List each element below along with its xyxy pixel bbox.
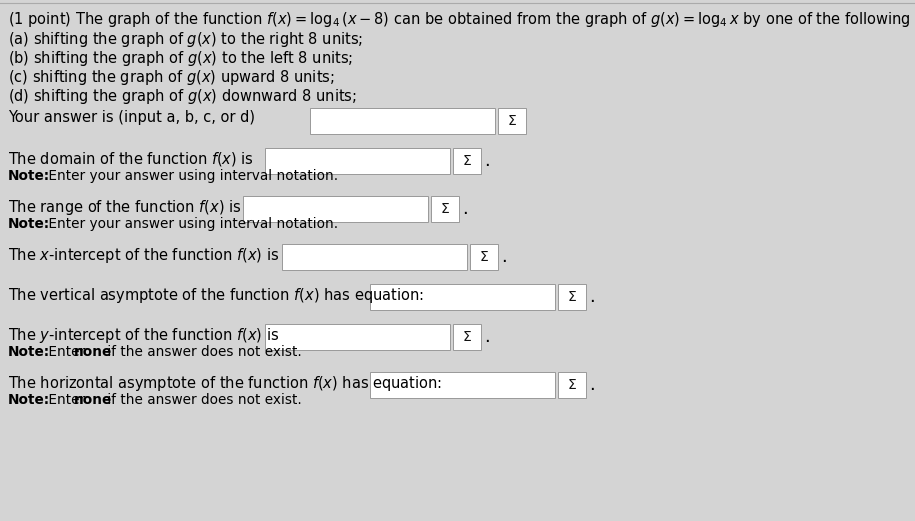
Text: if the answer does not exist.: if the answer does not exist.: [103, 393, 302, 407]
Text: $\Sigma$: $\Sigma$: [462, 330, 472, 344]
FancyBboxPatch shape: [558, 284, 586, 310]
Text: The $x$-intercept of the function $f(x)$ is: The $x$-intercept of the function $f(x)$…: [8, 246, 279, 265]
Text: $\Sigma$: $\Sigma$: [462, 154, 472, 168]
FancyBboxPatch shape: [453, 324, 481, 350]
Text: $\Sigma$: $\Sigma$: [440, 202, 450, 216]
Text: Enter your answer using interval notation.: Enter your answer using interval notatio…: [44, 217, 339, 231]
Text: Your answer is (input a, b, c, or d): Your answer is (input a, b, c, or d): [8, 110, 255, 125]
FancyBboxPatch shape: [453, 148, 481, 174]
Text: if the answer does not exist.: if the answer does not exist.: [103, 345, 302, 359]
FancyBboxPatch shape: [243, 196, 428, 222]
Text: Note:: Note:: [8, 345, 50, 359]
FancyBboxPatch shape: [265, 148, 450, 174]
Text: Enter: Enter: [44, 393, 90, 407]
FancyBboxPatch shape: [370, 372, 555, 398]
Text: none: none: [74, 345, 113, 359]
FancyBboxPatch shape: [310, 108, 495, 134]
Text: Enter: Enter: [44, 345, 90, 359]
Text: .: .: [462, 200, 468, 218]
FancyBboxPatch shape: [265, 324, 450, 350]
Text: (a) shifting the graph of $g(x)$ to the right 8 units;: (a) shifting the graph of $g(x)$ to the …: [8, 30, 363, 49]
Text: .: .: [484, 328, 490, 346]
FancyBboxPatch shape: [558, 372, 586, 398]
Text: Note:: Note:: [8, 217, 50, 231]
Text: (d) shifting the graph of $g(x)$ downward 8 units;: (d) shifting the graph of $g(x)$ downwar…: [8, 87, 357, 106]
Text: .: .: [589, 376, 595, 394]
Text: The $y$-intercept of the function $f(x)$ is: The $y$-intercept of the function $f(x)$…: [8, 326, 279, 345]
Text: Note:: Note:: [8, 169, 50, 183]
Text: .: .: [484, 152, 490, 170]
Text: Note:: Note:: [8, 393, 50, 407]
Text: (1 point) The graph of the function $f(x) = \log_4(x - 8)$ can be obtained from : (1 point) The graph of the function $f(x…: [8, 10, 915, 29]
FancyBboxPatch shape: [282, 244, 467, 270]
Text: (c) shifting the graph of $g(x)$ upward 8 units;: (c) shifting the graph of $g(x)$ upward …: [8, 68, 335, 87]
FancyBboxPatch shape: [370, 284, 555, 310]
Text: The vertical asymptote of the function $f(x)$ has equation:: The vertical asymptote of the function $…: [8, 286, 424, 305]
FancyBboxPatch shape: [431, 196, 459, 222]
Text: Enter your answer using interval notation.: Enter your answer using interval notatio…: [44, 169, 339, 183]
Text: The horizontal asymptote of the function $f(x)$ has equation:: The horizontal asymptote of the function…: [8, 374, 442, 393]
Text: none: none: [74, 393, 113, 407]
Text: .: .: [589, 288, 595, 306]
FancyBboxPatch shape: [498, 108, 526, 134]
Text: The range of the function $f(x)$ is: The range of the function $f(x)$ is: [8, 198, 242, 217]
Text: $\Sigma$: $\Sigma$: [567, 290, 577, 304]
Text: $\Sigma$: $\Sigma$: [507, 114, 517, 128]
Text: .: .: [501, 248, 507, 266]
FancyBboxPatch shape: [470, 244, 498, 270]
Text: $\Sigma$: $\Sigma$: [567, 378, 577, 392]
Text: The domain of the function $f(x)$ is: The domain of the function $f(x)$ is: [8, 150, 254, 168]
Text: (b) shifting the graph of $g(x)$ to the left 8 units;: (b) shifting the graph of $g(x)$ to the …: [8, 49, 353, 68]
Text: $\Sigma$: $\Sigma$: [479, 250, 489, 264]
